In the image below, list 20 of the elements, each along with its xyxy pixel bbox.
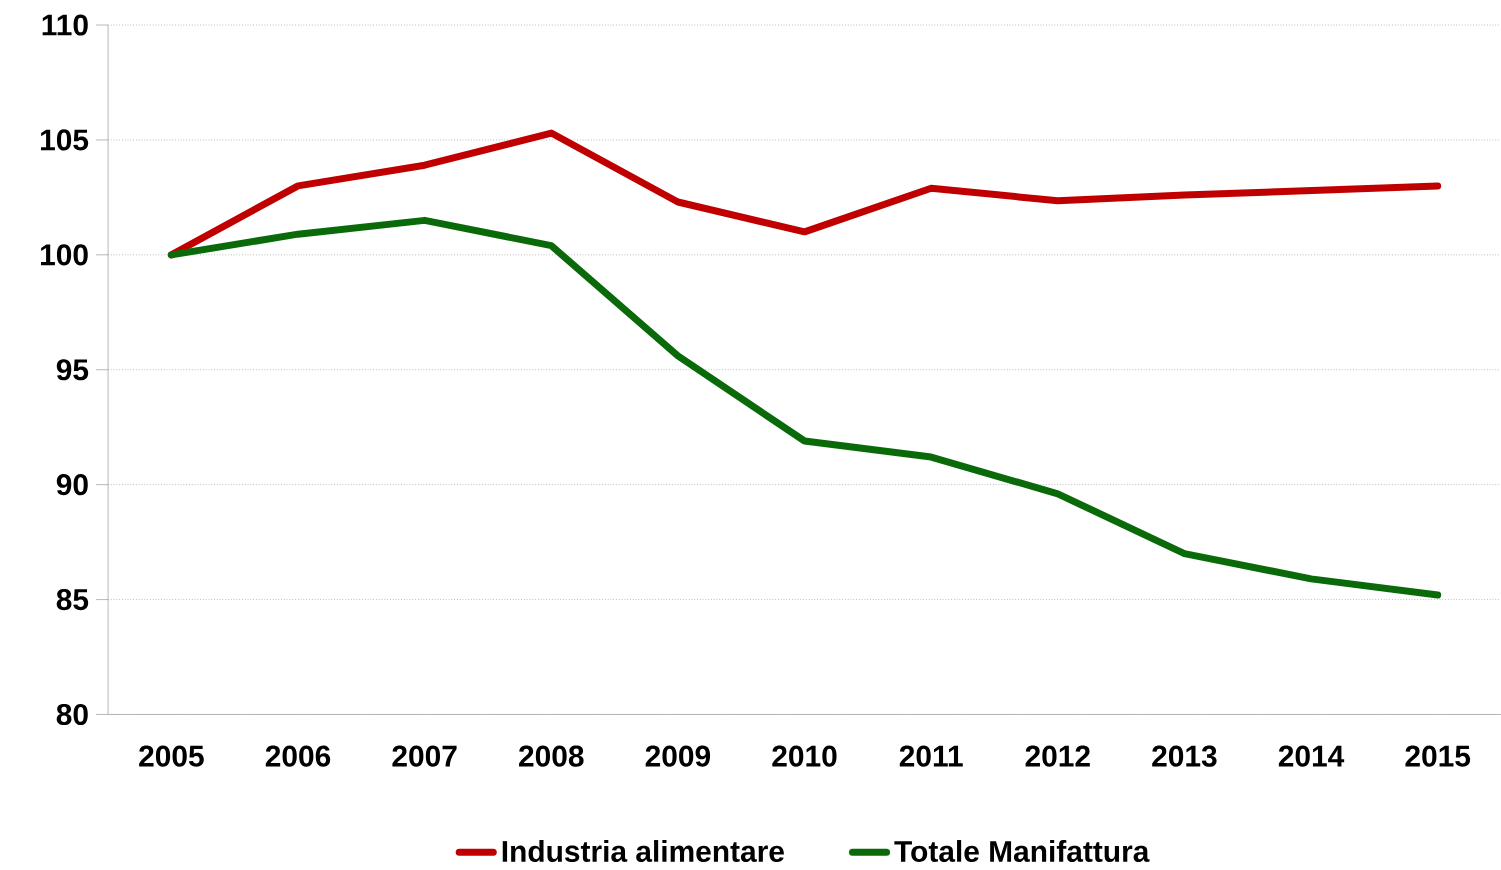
y-tick-label: 105 xyxy=(41,129,89,151)
y-tick-label: 95 xyxy=(56,359,89,381)
x-tick-label: 2005 xyxy=(139,745,204,767)
x-tick-label: 2014 xyxy=(1278,745,1345,767)
x-tick-label: 2009 xyxy=(645,745,711,767)
y-tick-label: 90 xyxy=(56,474,88,496)
x-tick-label: 2008 xyxy=(519,745,584,767)
y-tick-label: 85 xyxy=(56,589,89,611)
x-tick-label: 2007 xyxy=(392,745,457,767)
x-tick-label: 2013 xyxy=(1152,745,1217,767)
y-tick-label: 100 xyxy=(41,244,88,266)
x-tick-label: 2012 xyxy=(1025,745,1090,767)
x-tick-label: 2006 xyxy=(265,745,331,767)
legend-label: Industria alimentare xyxy=(502,840,784,863)
x-tick-label: 2015 xyxy=(1405,745,1471,767)
y-tick-label: 80 xyxy=(56,704,88,726)
legend-label: Totale Manifattura xyxy=(894,840,1150,863)
y-tick-label: 110 xyxy=(42,14,88,36)
x-tick-label: 2011 xyxy=(899,745,963,767)
x-tick-label: 2010 xyxy=(772,745,837,767)
